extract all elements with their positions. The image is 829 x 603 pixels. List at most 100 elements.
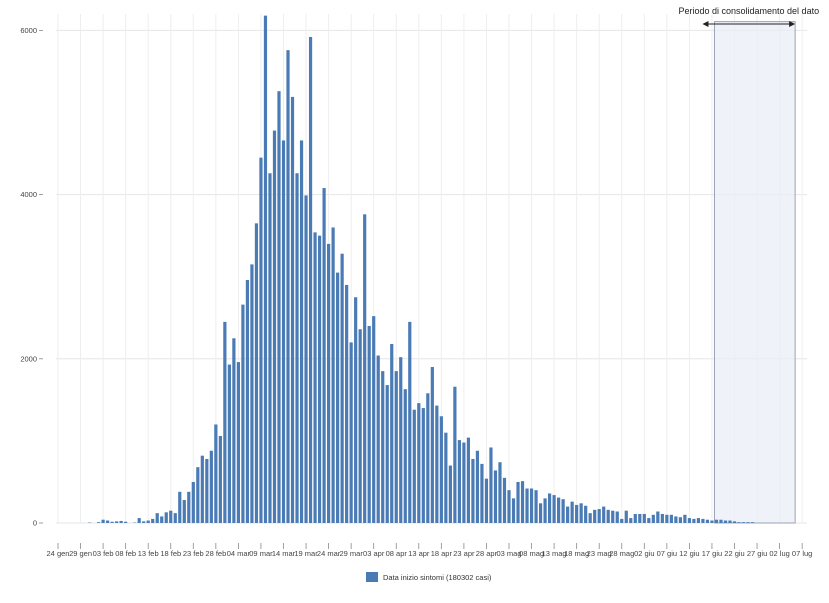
- bar: [457, 440, 461, 523]
- bar: [498, 462, 502, 523]
- bar: [110, 521, 114, 523]
- bar: [277, 91, 281, 524]
- x-tick-label: 29 gen: [69, 549, 92, 558]
- bar: [96, 522, 101, 523]
- bar: [687, 518, 691, 523]
- bar: [160, 516, 164, 523]
- bar: [606, 509, 610, 523]
- bar: [570, 501, 574, 523]
- bar: [466, 437, 471, 523]
- bar: [737, 522, 741, 523]
- bar: [741, 522, 746, 523]
- bar: [101, 519, 105, 523]
- bar: [421, 408, 425, 523]
- bar: [358, 329, 362, 523]
- x-tick-label: 24 gen: [47, 549, 70, 558]
- bar: [534, 490, 538, 523]
- bar: [327, 243, 331, 523]
- x-tick-label: 22 giu: [724, 549, 744, 558]
- bar: [155, 513, 159, 523]
- bar: [705, 519, 710, 523]
- bar: [106, 520, 110, 523]
- x-tick-label: 04 mar: [227, 549, 251, 558]
- bar: [588, 513, 592, 523]
- bar: [385, 385, 389, 523]
- bar: [561, 499, 565, 523]
- bar: [412, 409, 416, 523]
- x-tick-label: 12 giu: [679, 549, 699, 558]
- bar: [299, 140, 304, 524]
- bar: [538, 503, 543, 523]
- x-tick-label: 03 feb: [93, 549, 114, 558]
- bar: [480, 463, 484, 523]
- bar: [525, 488, 529, 523]
- bar: [647, 518, 651, 523]
- bar: [124, 521, 128, 523]
- bar: [602, 506, 606, 523]
- bar: [728, 520, 732, 523]
- bar: [750, 522, 755, 523]
- x-tick-label: 24 mar: [317, 549, 341, 558]
- bar: [642, 513, 646, 523]
- bar: [696, 518, 701, 523]
- bar: [615, 511, 619, 523]
- bar: [678, 517, 682, 523]
- legend-swatch: [366, 572, 378, 582]
- bar: [665, 514, 669, 523]
- bar: [448, 465, 452, 523]
- x-tick-label: 08 apr: [386, 549, 408, 558]
- bar: [660, 513, 664, 523]
- bar: [376, 355, 380, 523]
- bar: [584, 505, 588, 523]
- bar: [304, 195, 308, 523]
- legend-label: Data inizio sintomi (180302 casi): [383, 572, 492, 582]
- x-tick-label: 03 apr: [363, 549, 385, 558]
- bar: [187, 491, 191, 523]
- x-tick-label: 18 apr: [431, 549, 453, 558]
- bar: [723, 520, 728, 523]
- bar: [263, 15, 268, 523]
- bar: [250, 264, 254, 523]
- annotation: Periodo di consolidamento del dato: [678, 6, 819, 27]
- bar: [313, 232, 317, 523]
- bar: [669, 514, 673, 523]
- bar: [381, 371, 385, 523]
- bar: [340, 253, 344, 523]
- bar: [372, 316, 376, 523]
- annotation-label: Periodo di consolidamento del dato: [678, 6, 819, 16]
- x-tick-label: 28 feb: [205, 549, 226, 558]
- x-tick-label: 28 apr: [476, 549, 498, 558]
- bar: [367, 325, 371, 523]
- y-tick-label: 6000: [20, 26, 37, 35]
- bar: [552, 495, 556, 523]
- bar: [137, 518, 141, 523]
- bar: [453, 386, 457, 523]
- bar: [308, 36, 313, 524]
- x-tick-label: 23 apr: [453, 549, 475, 558]
- x-tick-label: 18 feb: [160, 549, 181, 558]
- bar: [169, 510, 173, 523]
- bar: [205, 458, 209, 523]
- bar: [746, 522, 750, 523]
- bar: [516, 481, 520, 523]
- bar: [232, 338, 236, 523]
- bar: [444, 432, 448, 523]
- bar: [218, 435, 222, 523]
- bar: [651, 514, 655, 523]
- bar: [629, 518, 633, 523]
- bar: [683, 514, 687, 523]
- bar: [579, 503, 583, 523]
- bar: [493, 470, 498, 523]
- bar: [349, 342, 353, 523]
- annotation-arrowhead-right: [789, 21, 796, 27]
- bar: [575, 504, 579, 523]
- x-tick-label: 08 mag: [519, 549, 544, 558]
- x-axis: 24 gen 29 gen 03 feb 08 feb 13 feb 18 feb 23 f…: [47, 543, 812, 558]
- x-tick-label: 28 mag: [609, 549, 634, 558]
- bar: [286, 50, 290, 523]
- y-axis: 0 2000 4000 6000: [20, 26, 43, 528]
- bar: [507, 490, 511, 523]
- bar: [701, 518, 705, 523]
- bar: [281, 140, 286, 524]
- bar: [363, 214, 367, 523]
